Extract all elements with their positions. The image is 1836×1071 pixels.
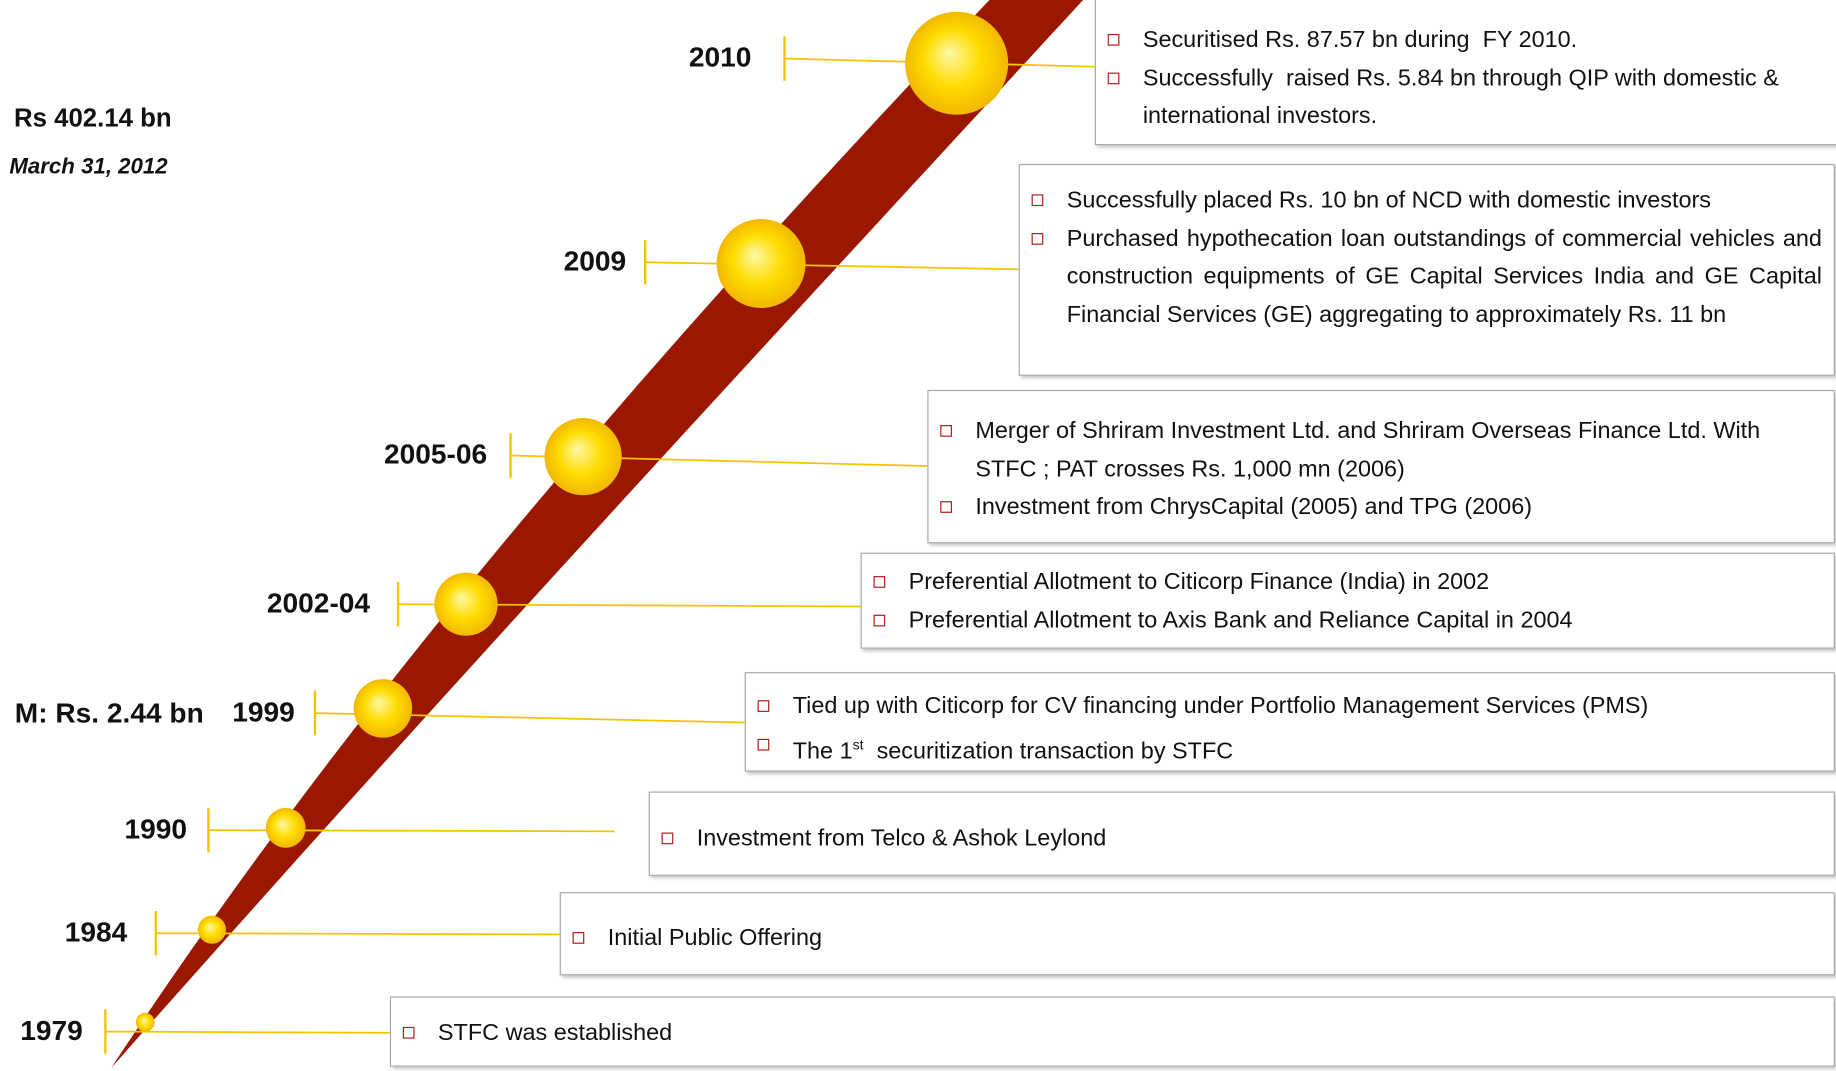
milestone-dot xyxy=(197,915,226,944)
milestone-box: Merger of Shriram Investment Ltd. and Sh… xyxy=(927,389,1835,544)
bullet-point: STFC was established xyxy=(402,1014,1822,1052)
milestone-dot xyxy=(353,679,413,738)
bullet-point: Initial Public Offering xyxy=(572,919,1822,957)
bullet-point: Securitised Rs. 87.57 bn during FY 2010. xyxy=(1107,21,1832,59)
milestone-box: Investment from Telco & Ashok Leylond xyxy=(648,791,1835,876)
bullet-point: Merger of Shriram Investment Ltd. and Sh… xyxy=(940,412,1822,488)
bullet-point: The 1st securitization transaction by ST… xyxy=(757,725,1822,770)
date-note: March 31, 2012 xyxy=(9,154,168,180)
milestone-box: Securitised Rs. 87.57 bn during FY 2010.… xyxy=(1094,0,1836,146)
aum-note: M: Rs. 2.44 bn xyxy=(14,697,204,730)
year-label: 1979 xyxy=(20,1015,83,1047)
year-label: 2010 xyxy=(688,42,752,74)
point-text: The 1 xyxy=(792,737,853,764)
milestone-box: STFC was established xyxy=(389,996,1835,1067)
bullet-point: Preferential Allotment to Axis Bank and … xyxy=(873,601,1822,639)
bullet-point: Preferential Allotment to Citicorp Finan… xyxy=(873,563,1822,601)
year-label: 2002-04 xyxy=(266,587,371,620)
point-superscript: st xyxy=(852,735,864,753)
bullet-point: Purchased hypothecation loan outstanding… xyxy=(1031,220,1822,334)
milestone-box: Preferential Allotment to Citicorp Finan… xyxy=(860,552,1835,649)
milestone-dot xyxy=(265,807,306,848)
connector xyxy=(645,261,1019,271)
bullet-point: Investment from ChrysCapital (2005) and … xyxy=(940,488,1822,526)
year-label: 1999 xyxy=(232,696,295,729)
milestone-dot xyxy=(434,572,498,636)
milestone-dot xyxy=(716,218,806,308)
milestone-dot xyxy=(905,11,1009,115)
milestone-dot xyxy=(544,418,622,496)
bullet-point: Successfully placed Rs. 10 bn of NCD wit… xyxy=(1031,181,1822,219)
bullet-point: Successfully raised Rs. 5.84 bn through … xyxy=(1107,59,1832,135)
milestone-dot xyxy=(135,1012,155,1032)
year-label: 2005-06 xyxy=(384,439,488,471)
bullet-point: Investment from Telco & Ashok Leylond xyxy=(661,820,1822,858)
point-text: securitization transaction by STFC xyxy=(863,737,1234,764)
total-note: Rs 402.14 bn xyxy=(14,103,172,133)
milestone-box: Successfully placed Rs. 10 bn of NCD wit… xyxy=(1018,163,1835,376)
year-label: 1984 xyxy=(64,916,128,949)
year-label: 2009 xyxy=(563,245,627,278)
milestone-box: Initial Public Offering xyxy=(559,892,1835,976)
milestone-box: Tied up with Citicorp for CV financing u… xyxy=(744,672,1835,772)
connector xyxy=(105,1030,390,1034)
year-label: 1990 xyxy=(124,813,187,846)
bullet-point: Tied up with Citicorp for CV financing u… xyxy=(757,687,1822,725)
